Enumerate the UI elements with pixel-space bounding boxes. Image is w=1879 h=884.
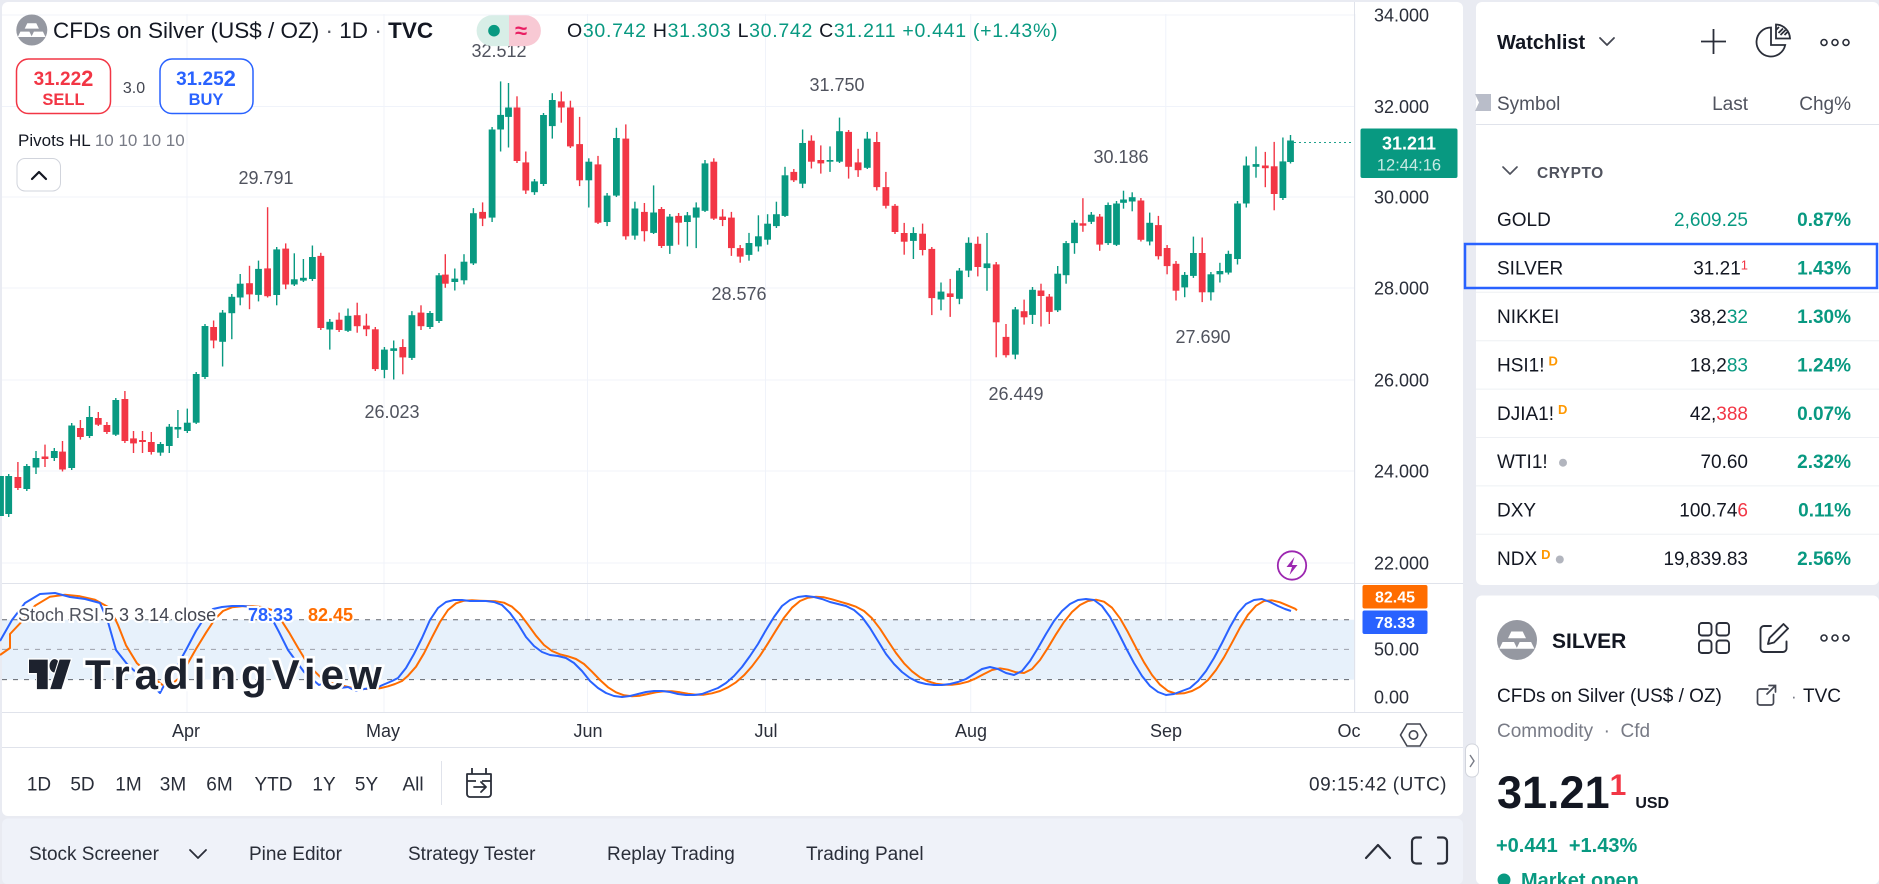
svg-text:2.56%: 2.56% bbox=[1797, 549, 1851, 570]
svg-text:28.000: 28.000 bbox=[1374, 279, 1429, 299]
svg-text:0.07%: 0.07% bbox=[1797, 404, 1851, 425]
svg-text:100.746: 100.746 bbox=[1679, 501, 1748, 522]
svg-text:DJIA1!D: DJIA1! D bbox=[1497, 402, 1567, 425]
svg-text:0.00: 0.00 bbox=[1374, 688, 1409, 708]
svg-text:18,283: 18,283 bbox=[1690, 355, 1748, 376]
svg-text:22.000: 22.000 bbox=[1374, 554, 1429, 574]
svg-text:WTI1!: WTI1! bbox=[1497, 452, 1548, 473]
svg-text:Apr: Apr bbox=[172, 721, 200, 741]
svg-text:CRYPTO: CRYPTO bbox=[1537, 165, 1604, 182]
svg-text:BUY: BUY bbox=[189, 91, 224, 109]
svg-text:2,609.25: 2,609.25 bbox=[1674, 210, 1748, 231]
svg-text:27.690: 27.690 bbox=[1175, 327, 1230, 347]
svg-text:1M: 1M bbox=[115, 775, 141, 796]
svg-text:31.750: 31.750 bbox=[809, 75, 864, 95]
svg-text:DXY: DXY bbox=[1497, 501, 1536, 522]
svg-text:TradingView: TradingView bbox=[85, 651, 387, 698]
svg-text:5D: 5D bbox=[70, 775, 94, 796]
svg-text:Trading Panel: Trading Panel bbox=[806, 844, 924, 865]
svg-text:2.32%: 2.32% bbox=[1797, 452, 1851, 473]
svg-text:78.33: 78.33 bbox=[1375, 615, 1415, 632]
svg-text:CFDs on Silver (US$ / OZ) · 1D: CFDs on Silver (US$ / OZ) · 1D · TVC bbox=[53, 18, 433, 43]
svg-text:31.252: 31.252 bbox=[176, 66, 236, 91]
svg-text:Pine Editor: Pine Editor bbox=[249, 844, 343, 865]
svg-text:SILVER: SILVER bbox=[1552, 630, 1626, 653]
svg-text:·: · bbox=[1791, 687, 1797, 706]
svg-text:O30.742 H31.303 L30.742 C31.21: O30.742 H31.303 L30.742 C31.211 +0.441 (… bbox=[567, 20, 1058, 42]
svg-text:26.000: 26.000 bbox=[1374, 371, 1429, 391]
svg-text:1D: 1D bbox=[27, 775, 51, 796]
svg-text:Watchlist: Watchlist bbox=[1497, 32, 1585, 54]
svg-text:Stock Screener: Stock Screener bbox=[29, 844, 160, 865]
svg-text:3.0: 3.0 bbox=[123, 80, 145, 97]
svg-text:Sep: Sep bbox=[1150, 721, 1182, 741]
svg-text:Aug: Aug bbox=[955, 721, 987, 741]
svg-text:09:15:42 (UTC): 09:15:42 (UTC) bbox=[1309, 775, 1447, 796]
svg-text:Replay Trading: Replay Trading bbox=[607, 844, 735, 865]
svg-text:1.43%: 1.43% bbox=[1797, 259, 1851, 280]
svg-text:YTD: YTD bbox=[255, 775, 293, 796]
svg-text:12:44:16: 12:44:16 bbox=[1377, 157, 1441, 175]
svg-text:TVC: TVC bbox=[1803, 686, 1841, 707]
svg-text:42,388: 42,388 bbox=[1690, 404, 1748, 425]
svg-text:1.30%: 1.30% bbox=[1797, 307, 1851, 328]
svg-text:Oc: Oc bbox=[1337, 721, 1360, 741]
svg-text:May: May bbox=[366, 721, 400, 741]
svg-text:Market open: Market open bbox=[1521, 870, 1639, 884]
svg-text:50.00: 50.00 bbox=[1374, 640, 1419, 660]
svg-text:6M: 6M bbox=[206, 775, 232, 796]
svg-text:28.576: 28.576 bbox=[711, 284, 766, 304]
svg-text:NIKKEI: NIKKEI bbox=[1497, 307, 1559, 328]
svg-text:70.60: 70.60 bbox=[1700, 452, 1748, 473]
svg-text:SILVER: SILVER bbox=[1497, 259, 1563, 280]
svg-text:0.11%: 0.11% bbox=[1798, 501, 1851, 522]
svg-text:CFDs on Silver (US$ / OZ): CFDs on Silver (US$ / OZ) bbox=[1497, 686, 1722, 707]
svg-text:1.24%: 1.24% bbox=[1797, 355, 1851, 376]
svg-text:Strategy Tester: Strategy Tester bbox=[408, 844, 536, 865]
svg-text:Pivots HL 10 10 10 10: Pivots HL 10 10 10 10 bbox=[18, 131, 185, 150]
svg-text:HSI1!D: HSI1! D bbox=[1497, 353, 1558, 376]
svg-text:26.449: 26.449 bbox=[988, 384, 1043, 404]
svg-text:Last: Last bbox=[1712, 94, 1749, 115]
svg-text:26.023: 26.023 bbox=[364, 402, 419, 422]
svg-text:≈: ≈ bbox=[515, 18, 527, 43]
svg-text:31.211USD: 31.211USD bbox=[1497, 767, 1669, 818]
svg-text:31.211: 31.211 bbox=[1382, 134, 1436, 154]
svg-text:38,232: 38,232 bbox=[1690, 307, 1748, 328]
svg-text:34.000: 34.000 bbox=[1374, 6, 1429, 26]
svg-text:+0.441 +1.43%: +0.441 +1.43% bbox=[1496, 835, 1637, 857]
svg-text:Symbol: Symbol bbox=[1497, 94, 1560, 115]
svg-text:1Y: 1Y bbox=[312, 775, 336, 796]
svg-text:Chg%: Chg% bbox=[1799, 94, 1851, 115]
svg-text:31.222: 31.222 bbox=[34, 66, 94, 91]
svg-text:GOLD: GOLD bbox=[1497, 210, 1551, 231]
svg-text:SELL: SELL bbox=[42, 91, 84, 109]
svg-text:31.211: 31.211 bbox=[1693, 258, 1748, 280]
svg-text:Jun: Jun bbox=[573, 721, 602, 741]
svg-text:All: All bbox=[402, 775, 423, 796]
svg-text:19,839.83: 19,839.83 bbox=[1663, 549, 1748, 570]
svg-text:24.000: 24.000 bbox=[1374, 462, 1429, 482]
svg-text:30.186: 30.186 bbox=[1093, 147, 1148, 167]
svg-text:Jul: Jul bbox=[754, 721, 777, 741]
svg-text:30.000: 30.000 bbox=[1374, 188, 1429, 208]
svg-text:3M: 3M bbox=[160, 775, 186, 796]
svg-text:29.791: 29.791 bbox=[238, 168, 293, 188]
svg-text:0.87%: 0.87% bbox=[1797, 210, 1851, 231]
svg-text:Commodity · Cfd: Commodity · Cfd bbox=[1497, 721, 1650, 742]
svg-text:5Y: 5Y bbox=[355, 775, 379, 796]
svg-text:32.000: 32.000 bbox=[1374, 97, 1429, 117]
svg-text:82.45: 82.45 bbox=[1375, 590, 1415, 607]
